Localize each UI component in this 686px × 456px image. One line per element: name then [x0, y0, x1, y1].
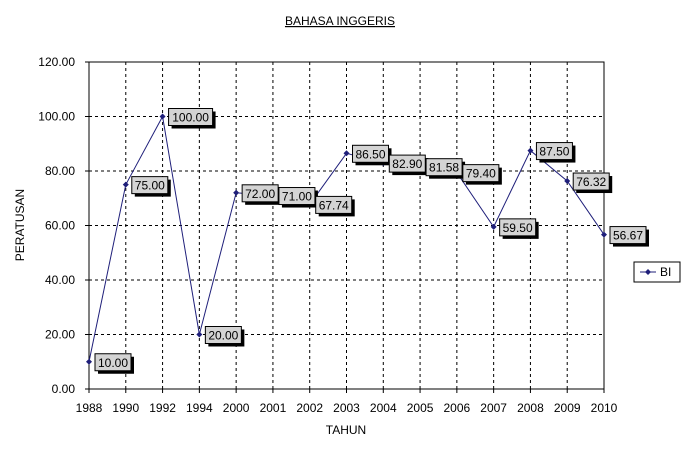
data-point [601, 231, 607, 238]
x-tick-label: 2009 [554, 401, 581, 415]
x-tick-label: 2001 [260, 401, 287, 415]
legend-marker [645, 269, 651, 275]
x-tick-label: 2005 [407, 401, 434, 415]
data-label-box [168, 108, 214, 126]
x-tick-label: 2004 [370, 401, 397, 415]
grid-lines [89, 62, 604, 389]
x-axis-title: TAHUN [326, 423, 366, 437]
y-axis-ticks: 0.00 20.00 40.00 60.00 80.00 100.00 120.00 [38, 55, 89, 396]
y-tick-label: 40.00 [45, 273, 75, 287]
data-point [122, 181, 129, 188]
data-label: 76.32 [576, 175, 606, 189]
data-point [159, 113, 166, 120]
data-label: 56.67 [613, 229, 643, 243]
data-label: 100.00 [172, 111, 209, 125]
x-tick-label: 2000 [223, 401, 250, 415]
data-label: 67.74 [319, 198, 349, 212]
x-tick-label: 2003 [333, 401, 360, 415]
data-label: 59.50 [503, 221, 533, 235]
x-tick-label: 2008 [517, 401, 544, 415]
y-tick-label: 100.00 [38, 110, 75, 124]
data-point [233, 189, 240, 196]
data-label-box [278, 187, 316, 206]
data-label: 79.40 [466, 167, 496, 181]
x-tick-label: 1990 [112, 401, 139, 415]
y-tick-label: 120.00 [38, 55, 75, 69]
data-label-box [241, 184, 279, 203]
data-label: 82.90 [392, 157, 422, 171]
data-label-box [131, 176, 169, 195]
x-axis-ticks: 1988 1990 1992 1994 2000 2001 2002 2003 2004 2005… [76, 389, 618, 415]
data-label: 10.00 [98, 356, 128, 370]
data-label-box [204, 326, 242, 344]
legend: BI [633, 261, 681, 283]
data-label: 75.00 [135, 179, 165, 193]
y-tick-label: 20.00 [45, 328, 75, 342]
data-label: 86.50 [355, 147, 385, 161]
x-tick-label: 1988 [76, 401, 103, 415]
data-label-box [572, 172, 610, 191]
data-label-box [388, 154, 426, 173]
data-label-box [535, 142, 573, 161]
x-tick-label: 2007 [480, 401, 507, 415]
legend-box [633, 261, 681, 283]
data-label: 87.50 [539, 145, 569, 159]
x-tick-label: 2010 [591, 401, 618, 415]
data-labels: 10.00 75.00 100.00 20.00 72.00 71.00 67.74 86.5… [94, 108, 649, 374]
data-label-box [352, 144, 389, 163]
data-label-box [425, 158, 463, 177]
data-point [564, 178, 571, 185]
data-point [86, 358, 92, 365]
data-label: 81.58 [429, 161, 459, 175]
y-tick-label: 80.00 [45, 164, 75, 178]
data-point [490, 223, 497, 230]
data-point [527, 147, 534, 154]
data-label-box [499, 218, 537, 237]
y-axis-title: PERATUSAN [13, 189, 27, 261]
data-label-box [462, 164, 500, 183]
data-label: 71.00 [282, 190, 312, 204]
data-label: 20.00 [208, 329, 238, 343]
y-tick-label: 60.00 [45, 219, 75, 233]
data-label: 72.00 [245, 187, 275, 201]
x-tick-label: 1994 [186, 401, 213, 415]
data-point [196, 331, 203, 338]
data-label-box [609, 226, 647, 245]
data-label-box [94, 353, 132, 372]
data-point [343, 150, 350, 157]
data-label-box [315, 195, 353, 214]
x-tick-label: 2006 [444, 401, 471, 415]
legend-label: BI [660, 265, 671, 279]
x-tick-label: 2002 [296, 401, 323, 415]
chart-title: BAHASA INGGERIS [285, 14, 395, 28]
x-tick-label: 1992 [149, 401, 176, 415]
y-tick-label: 0.00 [52, 382, 76, 396]
